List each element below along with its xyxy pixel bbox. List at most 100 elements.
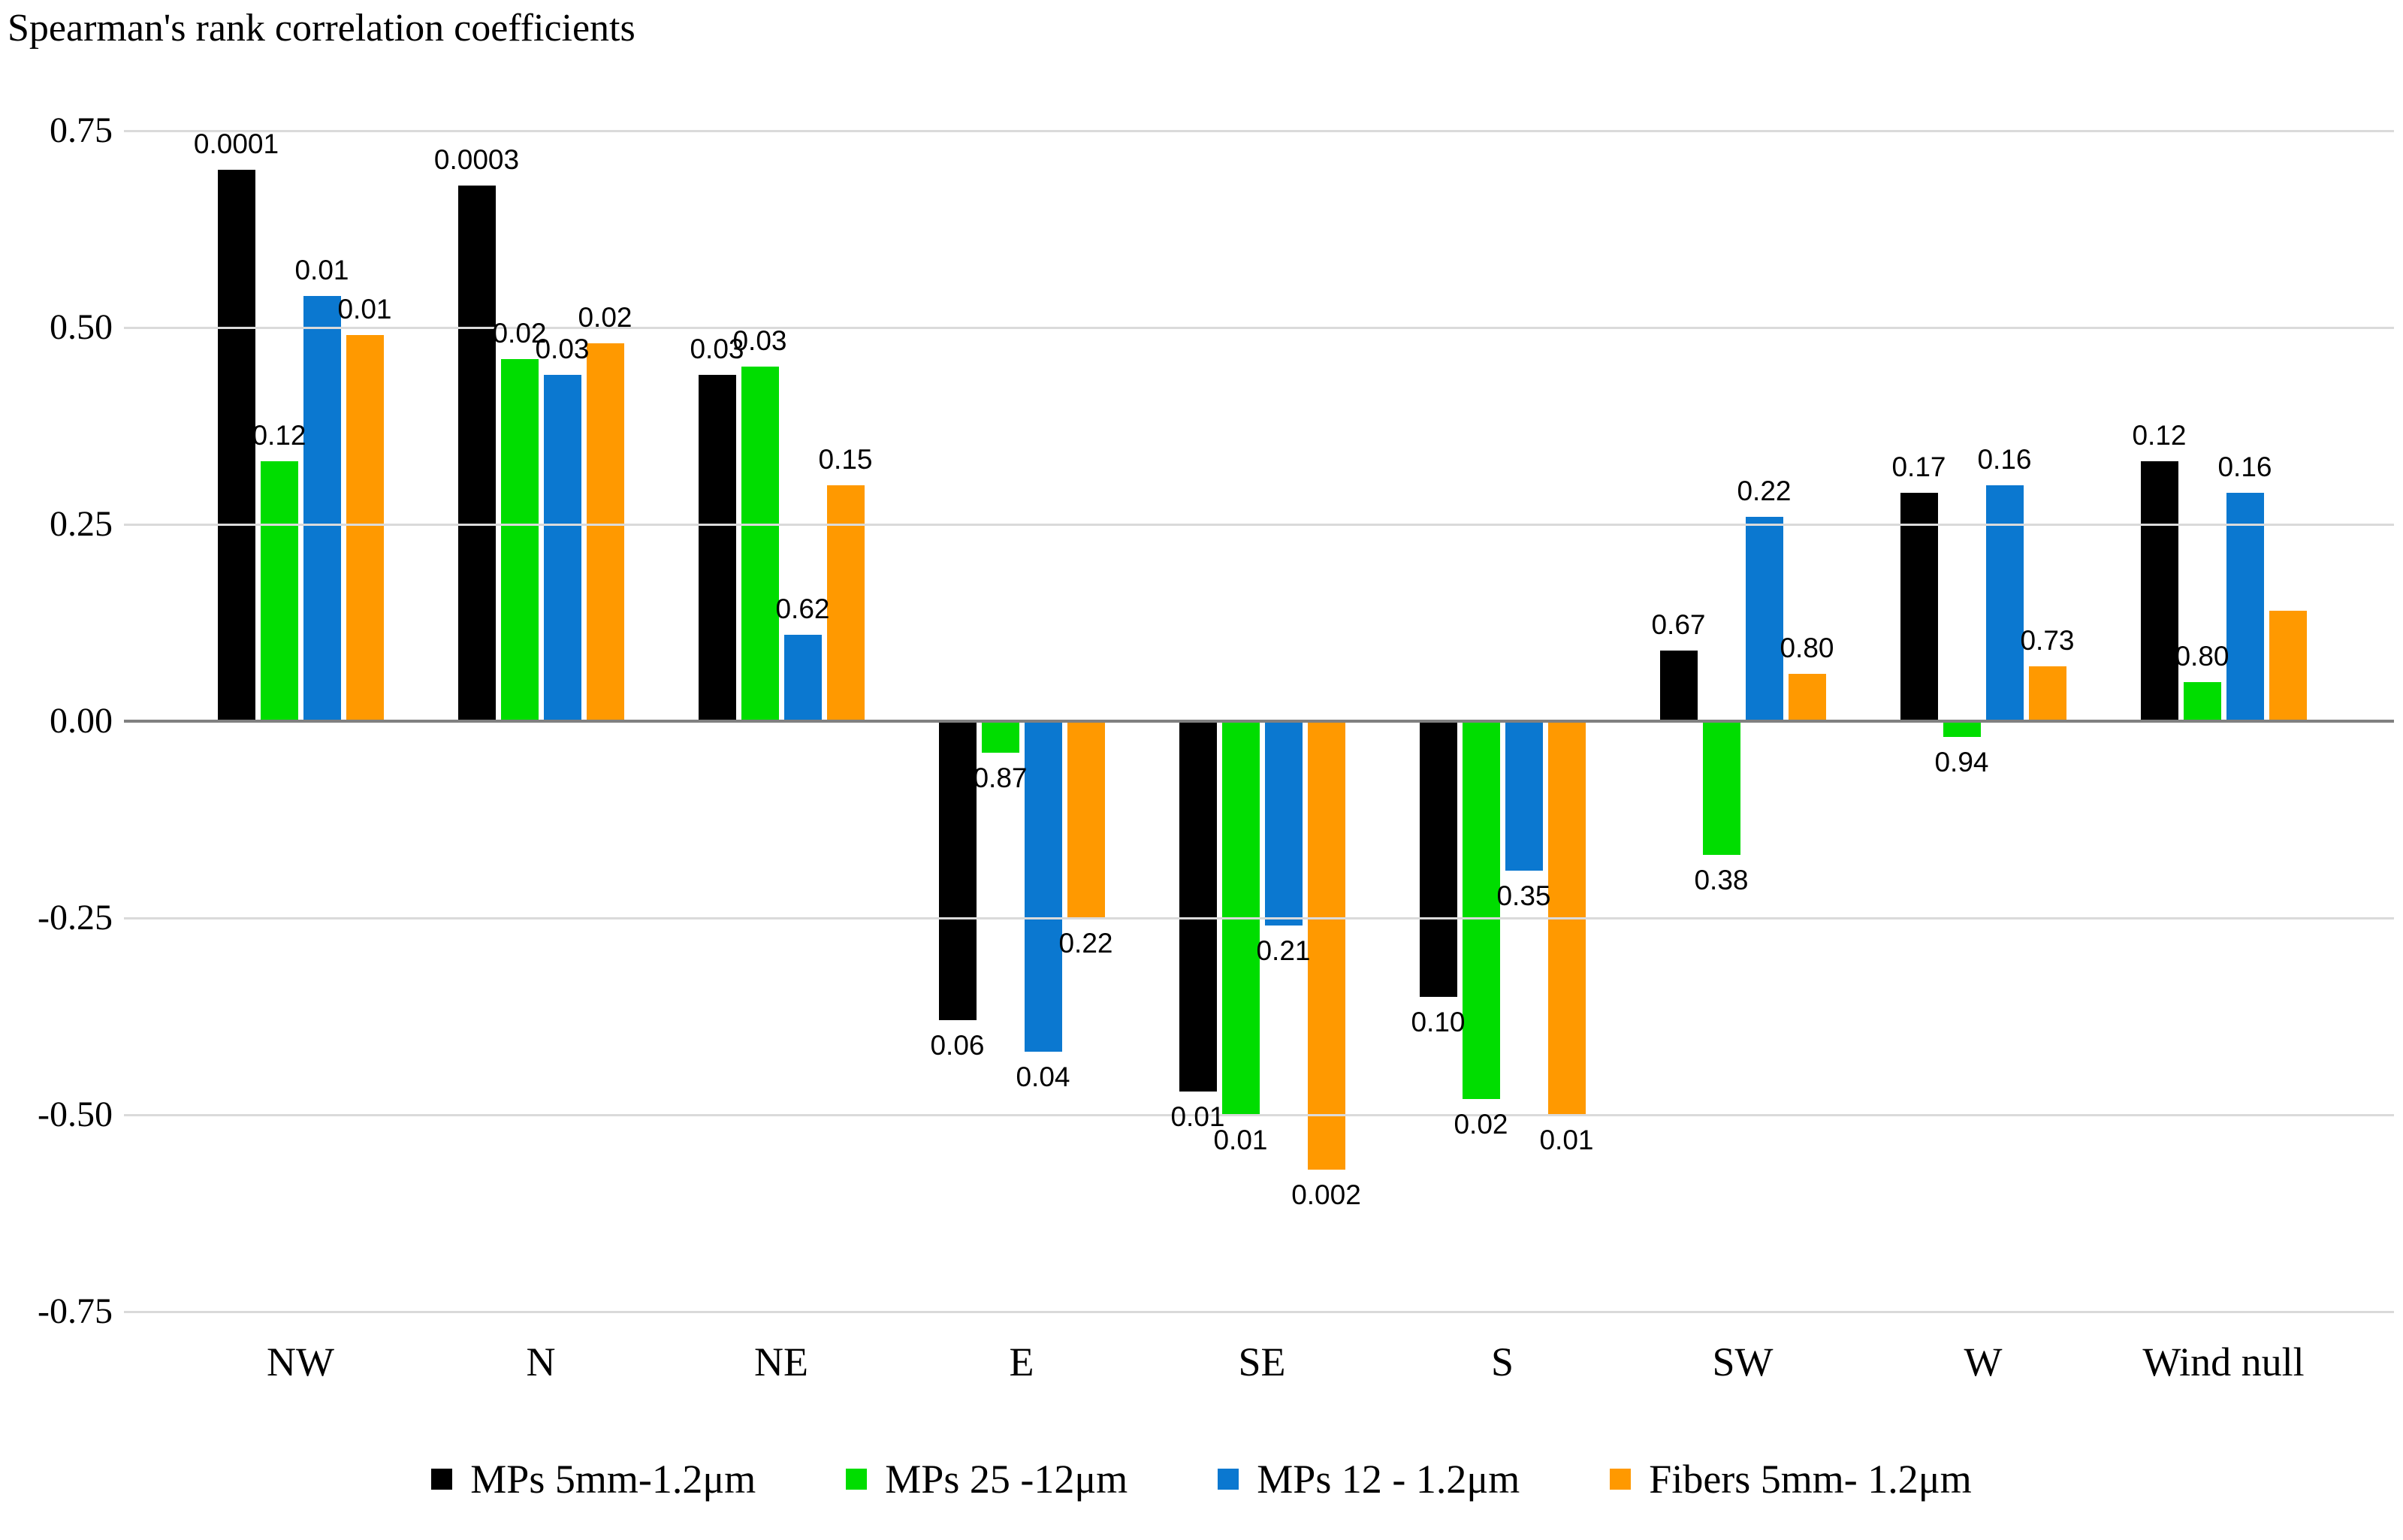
bar [1462, 721, 1500, 1100]
bar-value-label: 0.12 [2132, 420, 2187, 451]
bar-value-label: 0.01 [1170, 1101, 1225, 1132]
bar [303, 296, 341, 721]
bar [1702, 721, 1740, 856]
bar-value-label: 0.04 [1016, 1061, 1070, 1093]
grid-line [124, 1311, 2394, 1313]
legend-swatch-icon [431, 1469, 453, 1490]
x-axis-label: S [1490, 1339, 1514, 1384]
bar-value-label: 0.22 [1737, 475, 1792, 506]
bar-value-label: 0.06 [930, 1030, 985, 1061]
bar [938, 721, 977, 1021]
bar-value-label: 0.80 [2175, 640, 2229, 672]
bar [1985, 485, 2024, 721]
zero-axis-line [124, 720, 2394, 723]
bar [1505, 721, 1543, 871]
x-axis-label: SW [1712, 1339, 1774, 1384]
chart-title: Spearman's rank correlation coefficients [8, 7, 635, 50]
bar [1745, 516, 1783, 721]
bar-value-label: 0.15 [818, 443, 873, 475]
bar-value-label: 0.03 [535, 333, 590, 364]
legend-label: MPs 25 -12μm [885, 1457, 1128, 1502]
bar-value-label: 0.12 [252, 420, 306, 451]
bar-value-label: 0.0001 [193, 128, 279, 160]
bar [1264, 721, 1303, 926]
bar [1943, 721, 1981, 737]
bar-value-label: 0.0003 [433, 144, 520, 176]
bar [698, 374, 736, 721]
y-tick-label: 0.00 [50, 701, 113, 741]
legend-swatch-icon [1218, 1469, 1239, 1490]
legend-label: Fibers 5mm- 1.2μm [1649, 1457, 1972, 1502]
bar-value-label: 0.02 [1454, 1109, 1508, 1140]
y-tick-label: 0.75 [50, 110, 113, 150]
bar-value-label: 0.87 [973, 762, 1028, 793]
legend: MPs 5mm-1.2μm MPs 25 -12μm MPs 12 - 1.2μm F… [0, 1456, 2403, 1502]
bar-value-label: 0.22 [1058, 928, 1113, 959]
bar [741, 367, 779, 721]
grid-line [124, 917, 2394, 919]
bar [260, 461, 298, 721]
y-tick-label: -0.50 [38, 1095, 113, 1134]
legend-item: MPs 5mm-1.2μm [431, 1456, 756, 1502]
bar-value-label: 0.01 [1213, 1125, 1268, 1155]
legend-item: MPs 25 -12μm [846, 1456, 1128, 1502]
bar [2269, 611, 2307, 721]
bar [2140, 461, 2178, 721]
legend-label: MPs 5mm-1.2μm [470, 1457, 756, 1502]
bar [2226, 493, 2264, 721]
bar [1024, 721, 1062, 1052]
bar-value-label: 0.03 [690, 333, 744, 364]
x-axis-label: E [1009, 1339, 1034, 1384]
bar-value-label: 0.01 [1539, 1125, 1594, 1155]
bar [2028, 666, 2066, 721]
bar [1179, 721, 1217, 1092]
legend-swatch-icon [846, 1469, 868, 1490]
bar [2183, 681, 2221, 721]
bar-value-label: 0.10 [1411, 1006, 1466, 1037]
bar [1307, 721, 1345, 1170]
bar-value-label: 0.80 [1780, 633, 1834, 664]
bar-value-label: 0.16 [2217, 451, 2272, 483]
x-axis-label: N [526, 1339, 556, 1384]
legend-item: MPs 12 - 1.2μm [1218, 1456, 1520, 1502]
bar-value-label: 0.03 [732, 325, 787, 357]
legend-swatch-icon [1610, 1469, 1632, 1490]
bar [543, 374, 581, 721]
bar [1067, 721, 1105, 918]
x-axis-label: SE [1238, 1339, 1286, 1384]
y-tick-label: -0.25 [38, 898, 113, 938]
bar [783, 634, 822, 721]
grid-line [124, 524, 2394, 526]
bar-value-label: 0.94 [1934, 746, 1989, 778]
y-tick-label: 0.50 [50, 307, 113, 347]
bar-value-label: 0.002 [1291, 1179, 1361, 1211]
x-axis-label: NE [754, 1339, 808, 1384]
y-tick-label: -0.75 [38, 1291, 113, 1331]
bar-value-label: 0.16 [1977, 443, 2032, 475]
bar-value-label: 0.01 [337, 294, 392, 325]
bar-value-label: 0.67 [1651, 608, 1706, 640]
bar [457, 186, 496, 721]
bar [500, 358, 539, 721]
bar [1659, 650, 1698, 721]
x-axis-label: W [1964, 1339, 2003, 1384]
bar-value-label: 0.02 [492, 317, 547, 349]
x-axis-label: Wind null [2142, 1339, 2305, 1384]
bar [586, 343, 624, 721]
bar [1419, 721, 1457, 997]
x-axis-label: NW [267, 1339, 334, 1384]
bar [1900, 493, 1938, 721]
bar-value-label: 0.01 [294, 255, 349, 286]
bar [1788, 674, 1826, 721]
y-tick-label: 0.25 [50, 504, 113, 544]
grid-line [124, 1114, 2394, 1116]
bar [981, 721, 1019, 753]
bar-value-label: 0.62 [775, 593, 830, 624]
bar-value-label: 0.21 [1256, 935, 1311, 967]
grid-line [124, 130, 2394, 132]
bar-value-label: 0.35 [1496, 880, 1551, 912]
bar [217, 170, 255, 721]
grid-line [124, 327, 2394, 329]
bar-value-label: 0.38 [1694, 865, 1749, 896]
